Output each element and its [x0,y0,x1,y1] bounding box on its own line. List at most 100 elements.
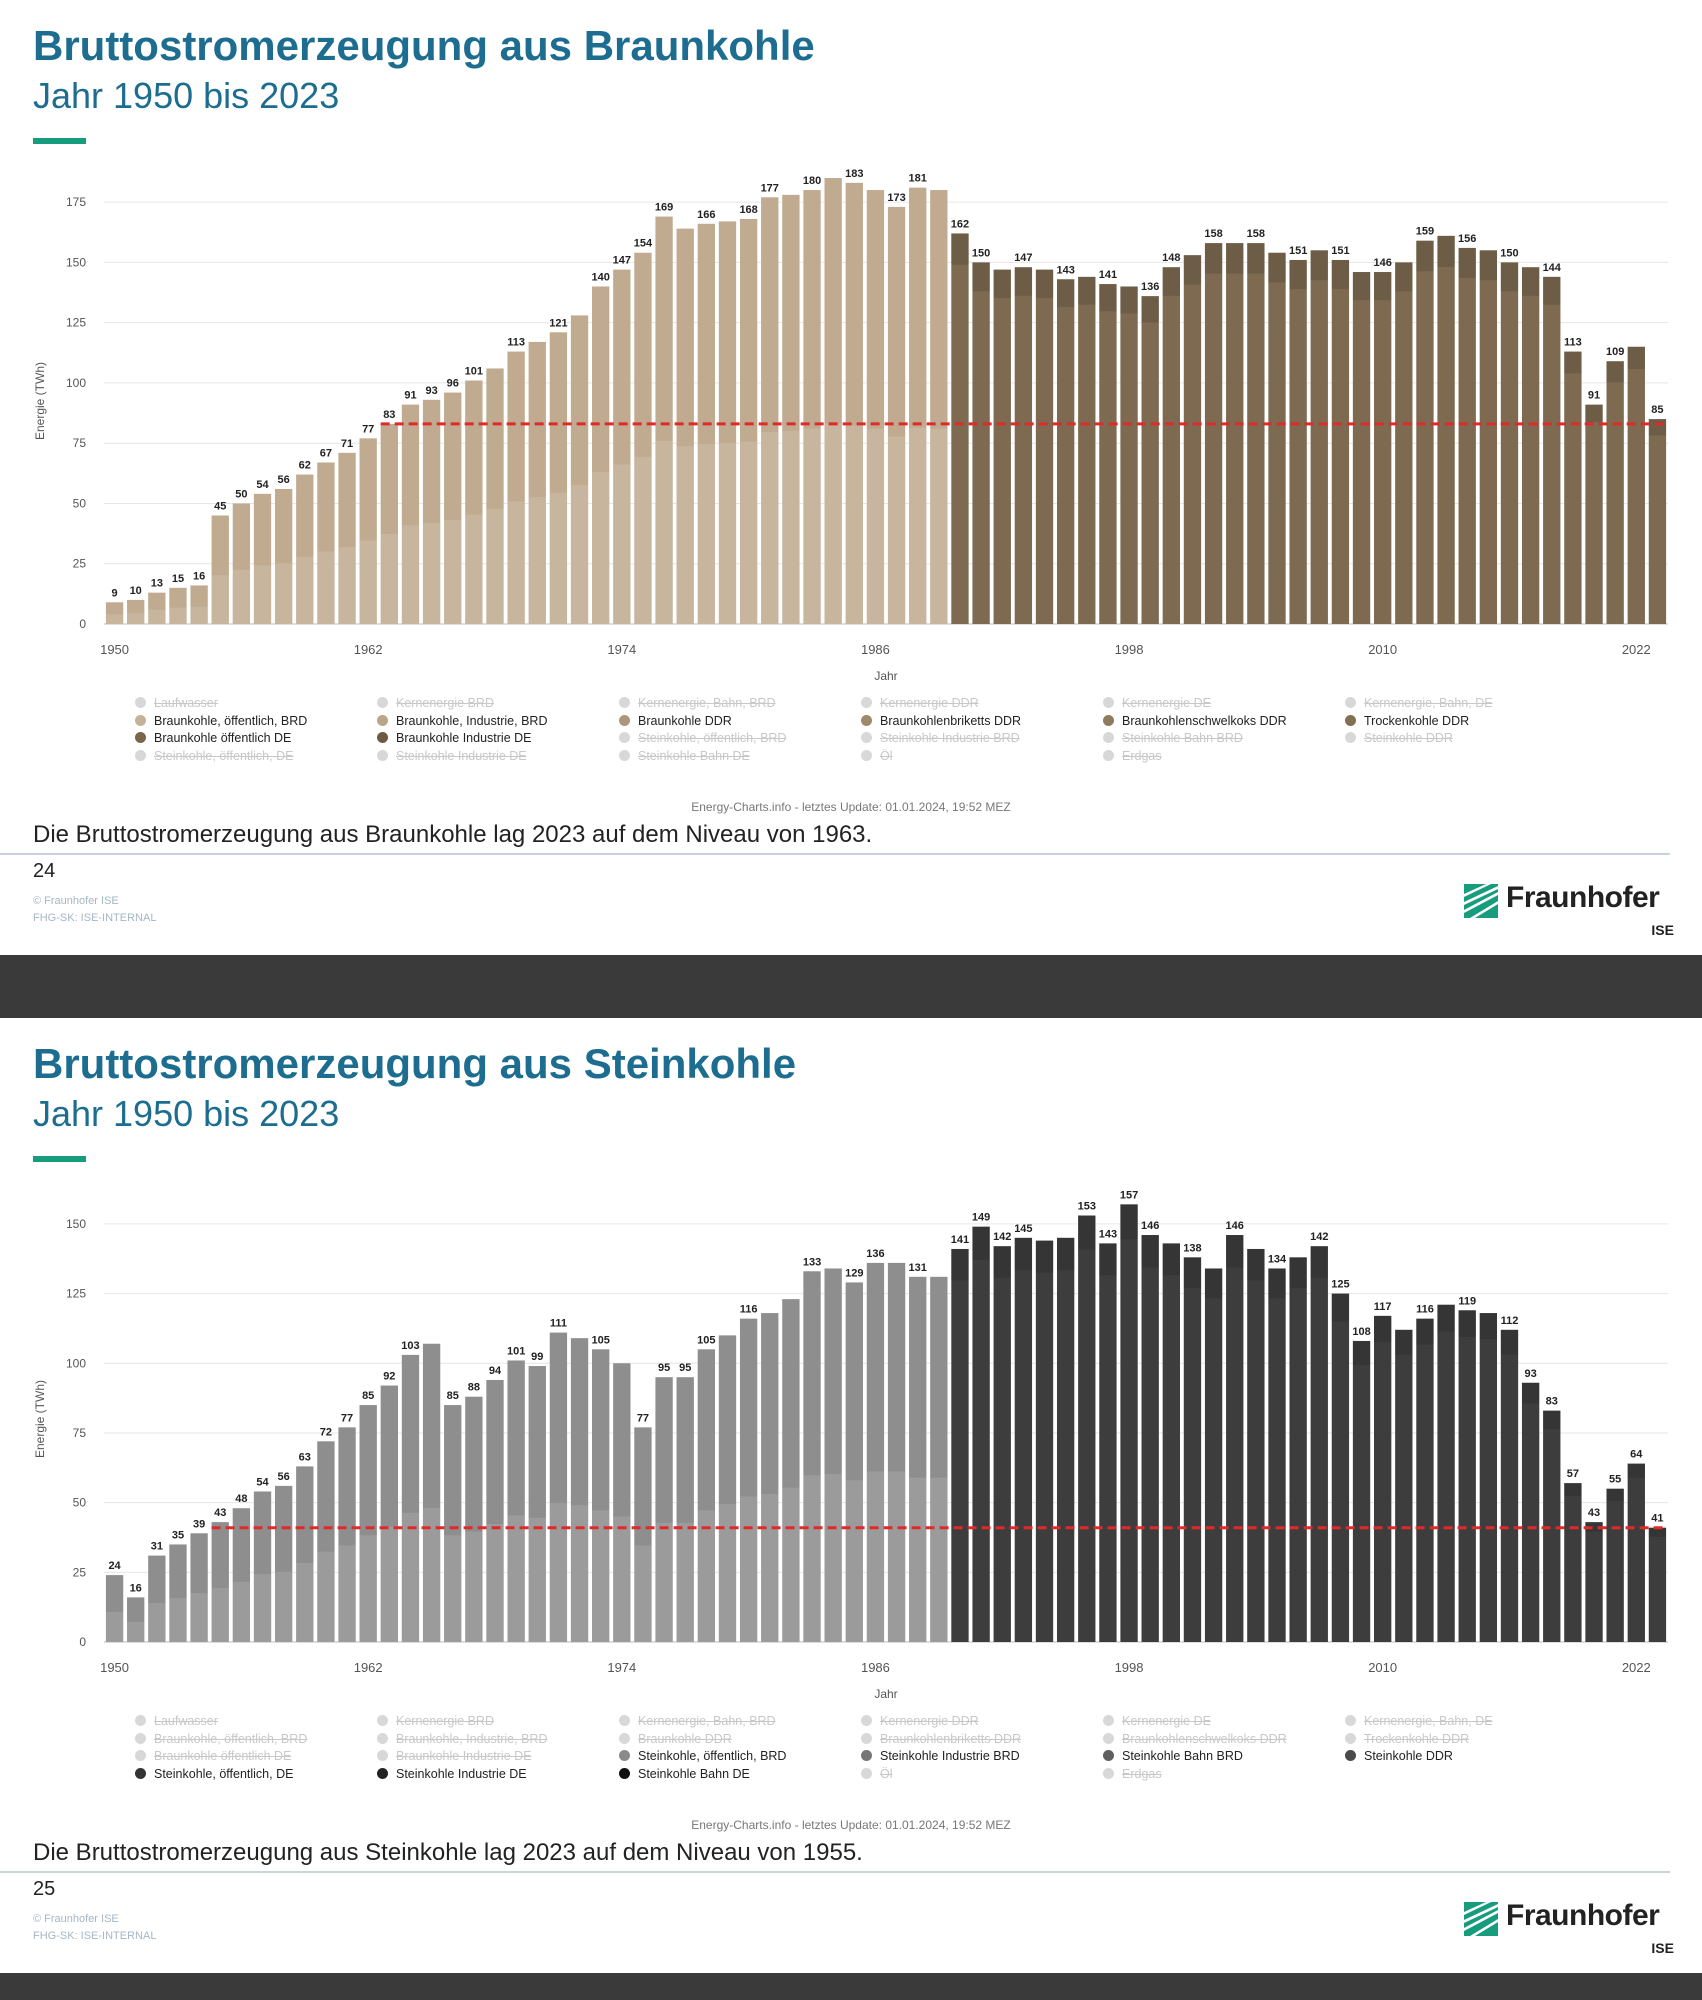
bar-segment [1268,252,1286,283]
legend-item[interactable]: Kernenergie DE [1103,696,1211,710]
bar-segment [1204,243,1223,274]
data-label: 96 [447,378,459,390]
bar-segment [1289,259,1307,290]
bar-segment [1648,419,1667,436]
x-tick-label: 2010 [1368,642,1397,657]
bar [1543,276,1561,624]
legend-item[interactable]: Kernenergie, Bahn, BRD [619,1714,776,1728]
legend-item[interactable]: Steinkohle, öffentlich, DE [135,749,293,763]
legend-item[interactable]: Braunkohle Industrie DE [377,1749,532,1763]
legend-item[interactable]: Steinkohle Bahn DE [619,1767,750,1781]
bar [1226,1235,1244,1642]
copyright-line: © Fraunhofer ISE [33,1913,119,1925]
legend-item[interactable]: Kernenergie BRD [377,696,494,710]
legend-item[interactable]: Steinkohle Bahn BRD [1103,731,1243,745]
legend-item[interactable]: Braunkohle, Industrie, BRD [377,714,547,728]
legend-item[interactable]: Steinkohle Industrie DE [377,1767,527,1781]
data-label: 169 [655,202,673,214]
bar [993,1246,1011,1642]
bar [338,452,356,624]
legend-item[interactable]: Kernenergie, Bahn, DE [1345,1714,1493,1728]
legend-item[interactable]: Steinkohle Bahn BRD [1103,1749,1243,1763]
legend-item[interactable]: Laufwasser [135,696,218,710]
bar-segment [1585,1522,1603,1532]
legend-item[interactable]: Braunkohle, Industrie, BRD [377,1732,547,1746]
bar-segment [697,443,716,624]
legend-item[interactable]: Kernenergie DDR [861,1714,979,1728]
legend-label: Trockenkohle DDR [1364,713,1470,728]
legend-item[interactable]: Kernenergie, Bahn, BRD [619,696,776,710]
bar-segment [1078,1215,1096,1250]
bar-segment [718,1504,737,1642]
legend-dot-icon [135,714,146,726]
bar-segment [1226,243,1244,274]
legend-item[interactable]: Braunkohle DDR [619,1732,732,1746]
bar-segment [1056,279,1075,307]
bar [930,190,948,624]
legend-item[interactable]: Steinkohle DDR [1345,731,1453,745]
legend-item[interactable]: Braunkohlenbriketts DDR [861,714,1021,728]
legend-dot-icon [135,749,146,761]
legend-item[interactable]: Steinkohle DDR [1345,1749,1453,1763]
bar [1437,1304,1455,1642]
bar [148,1555,166,1642]
legend-item[interactable]: Braunkohle Industrie DE [377,731,532,745]
bar-segment [1648,1527,1667,1537]
fraunhofer-logo: Fraunhofer ISE [1464,878,1674,940]
legend-item[interactable]: Steinkohle, öffentlich, DE [135,1767,293,1781]
data-label: 143 [1099,1228,1117,1240]
bar-segment [1014,267,1033,296]
legend-item[interactable]: Kernenergie DDR [861,696,979,710]
legend-label: Erdgas [1122,1766,1162,1781]
slide-title: Bruttostromerzeugung aus Steinkohle [33,1040,797,1087]
data-label: 94 [489,1365,502,1377]
legend-item[interactable]: Öl [861,749,893,763]
legend-item[interactable]: Braunkohle, öffentlich, BRD [135,714,307,728]
bar-segment [1014,1237,1033,1271]
legend-item[interactable]: Erdgas [1103,749,1162,763]
legend-dot-icon [861,749,872,761]
legend-dot-icon [1103,1767,1114,1779]
bar-segment [1352,1340,1371,1366]
legend-item[interactable]: Erdgas [1103,1767,1162,1781]
legend-item[interactable]: Kernenergie, Bahn, DE [1345,696,1493,710]
legend-item[interactable]: Steinkohle Industrie DE [377,749,527,763]
bar [296,474,314,624]
legend-item[interactable]: Braunkohle, öffentlich, BRD [135,1732,307,1746]
legend-item[interactable]: Trockenkohle DDR [1345,1732,1469,1746]
copyright-line: FHG-SK: ISE-INTERNAL [33,1930,157,1942]
legend-item[interactable]: Braunkohlenbriketts DDR [861,1732,1021,1746]
bar-segment [1437,235,1455,267]
legend-item[interactable]: Kernenergie DE [1103,1714,1211,1728]
legend-item[interactable]: Öl [861,1767,893,1781]
bar-segment [739,441,758,624]
legend-item[interactable]: Braunkohle öffentlich DE [135,731,291,745]
legend-item[interactable]: Kernenergie BRD [377,1714,494,1728]
legend-dot-icon [135,1732,146,1744]
data-label: 48 [235,1493,247,1505]
bar [274,1485,293,1642]
legend-item[interactable]: Laufwasser [135,1714,218,1728]
x-tick-label: 1962 [354,1660,383,1675]
legend-item[interactable]: Braunkohle öffentlich DE [135,1749,291,1763]
bar-segment [253,565,272,624]
legend-item[interactable]: Braunkohle DDR [619,714,732,728]
legend-item[interactable]: Steinkohle, öffentlich, BRD [619,1749,786,1763]
legend-item[interactable]: Braunkohlenschwelkoks DDR [1103,1732,1287,1746]
legend-item[interactable]: Steinkohle Bahn DE [619,749,750,763]
data-label: 91 [1588,390,1600,402]
legend-item[interactable]: Steinkohle Industrie BRD [861,731,1020,745]
legend-item[interactable]: Steinkohle Industrie BRD [861,1749,1020,1763]
data-label: 105 [697,1334,715,1346]
legend-item[interactable]: Braunkohlenschwelkoks DDR [1103,714,1287,728]
bar-segment [1564,1483,1582,1496]
bar-segment [1331,1293,1350,1322]
copyright-line: FHG-SK: ISE-INTERNAL [33,912,157,924]
legend-item[interactable]: Trockenkohle DDR [1345,714,1469,728]
data-label: 35 [172,1529,184,1541]
bar [739,1318,758,1642]
y-tick-label: 150 [66,255,86,269]
legend-item[interactable]: Steinkohle, öffentlich, BRD [619,731,786,745]
data-label: 149 [972,1212,990,1224]
data-label: 177 [761,182,779,194]
